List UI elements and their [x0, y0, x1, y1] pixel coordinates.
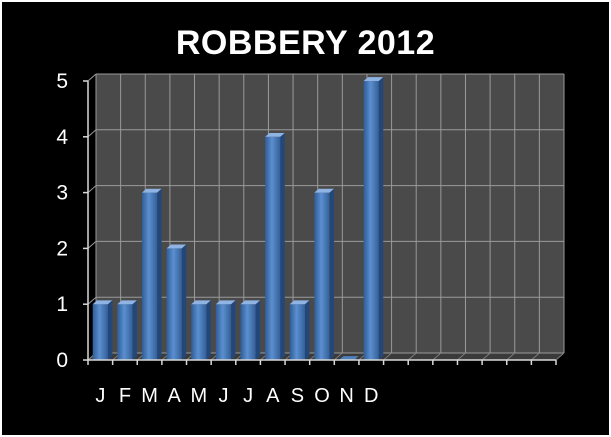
bar-side [231, 300, 236, 360]
y-tick-label: 4 [56, 126, 68, 149]
x-tick-label: M [141, 385, 158, 407]
side-gridline [87, 296, 97, 305]
bar-side [107, 300, 113, 360]
floor-gridline [407, 352, 417, 361]
bar-top [166, 244, 187, 249]
x-tick-label: J [243, 385, 253, 407]
x-tick-label: A [168, 385, 182, 407]
bar-front [289, 304, 306, 360]
bar-top [363, 77, 384, 81]
y-tick-labels: 0 1 2 3 4 5 [56, 70, 68, 372]
chart-title: ROBBERY 2012 [175, 24, 436, 62]
bar-top [117, 300, 137, 305]
bar [191, 300, 211, 360]
bar-top [265, 132, 285, 137]
floor-gridline [531, 352, 540, 361]
bar-top [92, 300, 113, 305]
bar-side [280, 132, 285, 360]
bar-front [265, 136, 281, 360]
bar-series [92, 77, 384, 361]
bar [265, 132, 285, 360]
x-tick-label: A [266, 385, 280, 407]
bar [338, 356, 359, 360]
floor-gridline [506, 352, 516, 361]
bar-front [92, 304, 108, 360]
x-tick-label: N [339, 385, 353, 407]
bar-side [132, 300, 137, 360]
bar-flat [338, 356, 359, 360]
bar-top [215, 300, 236, 305]
bar-front [166, 248, 182, 360]
axes [83, 80, 557, 365]
y-tick-label: 2 [56, 237, 68, 260]
y-tick-label: 0 [56, 349, 68, 372]
bar-side [378, 77, 384, 361]
floor-gridline [383, 352, 392, 361]
bar-top [314, 188, 335, 193]
side-gridline [87, 73, 97, 82]
x-tick-label: S [291, 385, 304, 407]
bar [117, 300, 137, 360]
side-gridline [87, 129, 97, 138]
x-tick-label: O [314, 385, 330, 407]
bar-top [240, 300, 261, 305]
bar-front [240, 304, 256, 360]
bar [289, 300, 310, 360]
bar-front [363, 81, 379, 360]
bar-front [141, 192, 158, 360]
bar-side [206, 300, 211, 360]
side-gridline [87, 185, 97, 193]
bar-side [329, 188, 335, 360]
bar-front [215, 304, 232, 360]
y-tick-label: 3 [56, 182, 68, 205]
bar-top [289, 300, 310, 305]
bar-side [255, 300, 261, 360]
x-tick-label: M [191, 385, 208, 407]
bar [240, 300, 261, 360]
bar-front [117, 304, 133, 360]
floor-gridline [555, 352, 565, 361]
bar [141, 188, 162, 360]
bar-top [191, 300, 211, 305]
x-tick-label: J [95, 385, 105, 407]
x-tick-label: J [218, 385, 228, 407]
bar [363, 77, 384, 361]
x-tick-label: D [364, 385, 378, 407]
floor-gridline [432, 352, 442, 361]
bar [166, 244, 187, 360]
bar-top [141, 188, 162, 193]
bar-side [157, 188, 162, 360]
bar-front [314, 192, 330, 360]
floor-gridline [457, 352, 466, 361]
bar [92, 300, 113, 360]
floor-gridline [481, 352, 491, 361]
bar-side [181, 244, 187, 360]
bar-side [305, 300, 310, 360]
floor-gridline [333, 352, 343, 361]
bar [215, 300, 236, 360]
bar-front [191, 304, 207, 360]
y-tick-label: 5 [56, 70, 68, 93]
y-tick-label: 1 [56, 293, 68, 316]
x-tick-label: F [119, 385, 131, 407]
side-gridline [87, 241, 97, 249]
bar [314, 188, 335, 360]
